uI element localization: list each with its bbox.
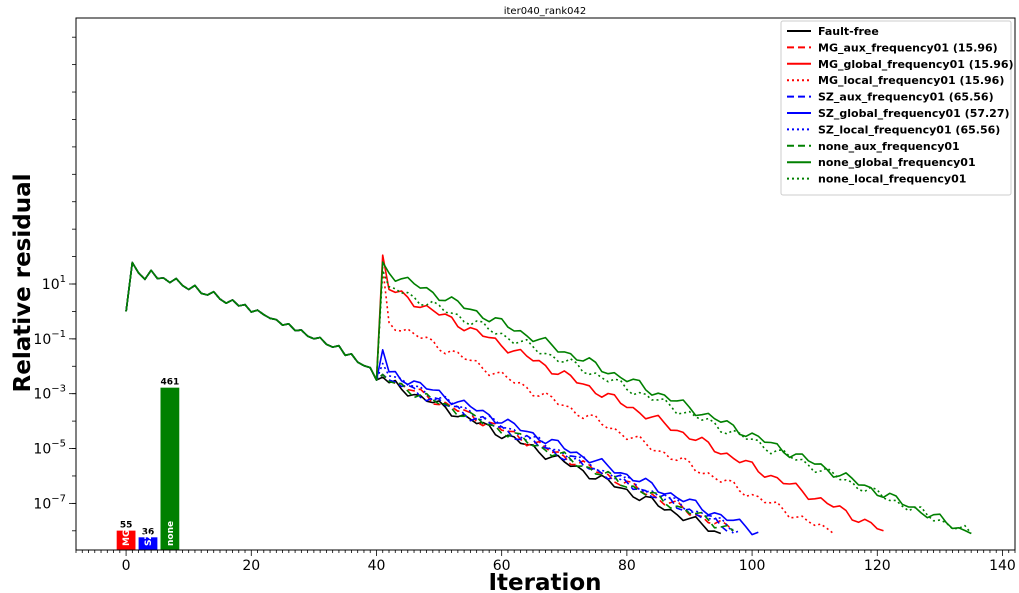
series-line bbox=[125, 261, 972, 534]
bar-value-label: 55 bbox=[120, 521, 133, 531]
legend: Fault-free MG_aux_frequency01 (15.96) MG_g… bbox=[780, 20, 1014, 196]
legend-label: MG_local_frequency01 (15.96) bbox=[818, 74, 1004, 87]
series-line bbox=[125, 261, 972, 535]
bar-value-label: 461 bbox=[161, 378, 180, 388]
x-tick-label: 0 bbox=[122, 558, 131, 574]
legend-label: none_local_frequency01 bbox=[818, 173, 966, 186]
x-tick-label: 80 bbox=[618, 558, 636, 574]
bar-name-label: none bbox=[166, 521, 176, 546]
legend-label: SZ_local_frequency01 (65.56) bbox=[818, 123, 1000, 136]
x-tick-label: 140 bbox=[989, 558, 1016, 574]
bar-value-label: 36 bbox=[142, 527, 155, 537]
legend-label: none_global_frequency01 bbox=[818, 156, 976, 169]
legend-label: SZ_global_frequency01 (57.27) bbox=[818, 107, 1010, 120]
y-tick-label: 10−1 bbox=[33, 329, 66, 348]
legend-box bbox=[780, 20, 1012, 196]
series-line bbox=[125, 261, 740, 534]
series-line bbox=[125, 254, 884, 532]
y-tick-label: 10−3 bbox=[33, 384, 66, 403]
bar-none bbox=[160, 387, 180, 550]
y-tick-label: 10−7 bbox=[33, 493, 66, 512]
series-layer bbox=[125, 254, 972, 536]
bar-name-label: SZ bbox=[144, 533, 154, 546]
x-axis-label: Iteration bbox=[488, 570, 601, 593]
series-line bbox=[125, 261, 759, 536]
legend-label: Fault-free bbox=[818, 25, 879, 38]
y-axis-label: Relative residual bbox=[10, 174, 36, 393]
bar-name-label: MG bbox=[122, 530, 132, 546]
legend-label: SZ_aux_frequency01 (65.56) bbox=[818, 91, 994, 104]
y-tick-label: 101 bbox=[42, 274, 66, 293]
legend-label: none_aux_frequency01 bbox=[818, 140, 960, 153]
legend-label: MG_global_frequency01 (15.96) bbox=[818, 58, 1014, 71]
y-tick-label: 10−5 bbox=[33, 439, 66, 458]
x-tick-label: 40 bbox=[368, 558, 386, 574]
x-tick-label: 120 bbox=[864, 558, 891, 574]
series-line bbox=[125, 261, 834, 535]
x-tick-label: 100 bbox=[739, 558, 766, 574]
bar-SZ bbox=[138, 537, 158, 550]
bar-MG bbox=[116, 530, 136, 550]
x-tick-label: 60 bbox=[493, 558, 511, 574]
x-tick-label: 20 bbox=[242, 558, 260, 574]
series-line bbox=[125, 261, 722, 535]
axes: 0 20 40 60 80 100 120 140 101 10−1 10−3 10−5 10−7 bbox=[33, 17, 1016, 574]
chart-title: iter040_rank042 bbox=[504, 6, 587, 17]
legend-label: MG_aux_frequency01 (15.96) bbox=[818, 41, 998, 54]
